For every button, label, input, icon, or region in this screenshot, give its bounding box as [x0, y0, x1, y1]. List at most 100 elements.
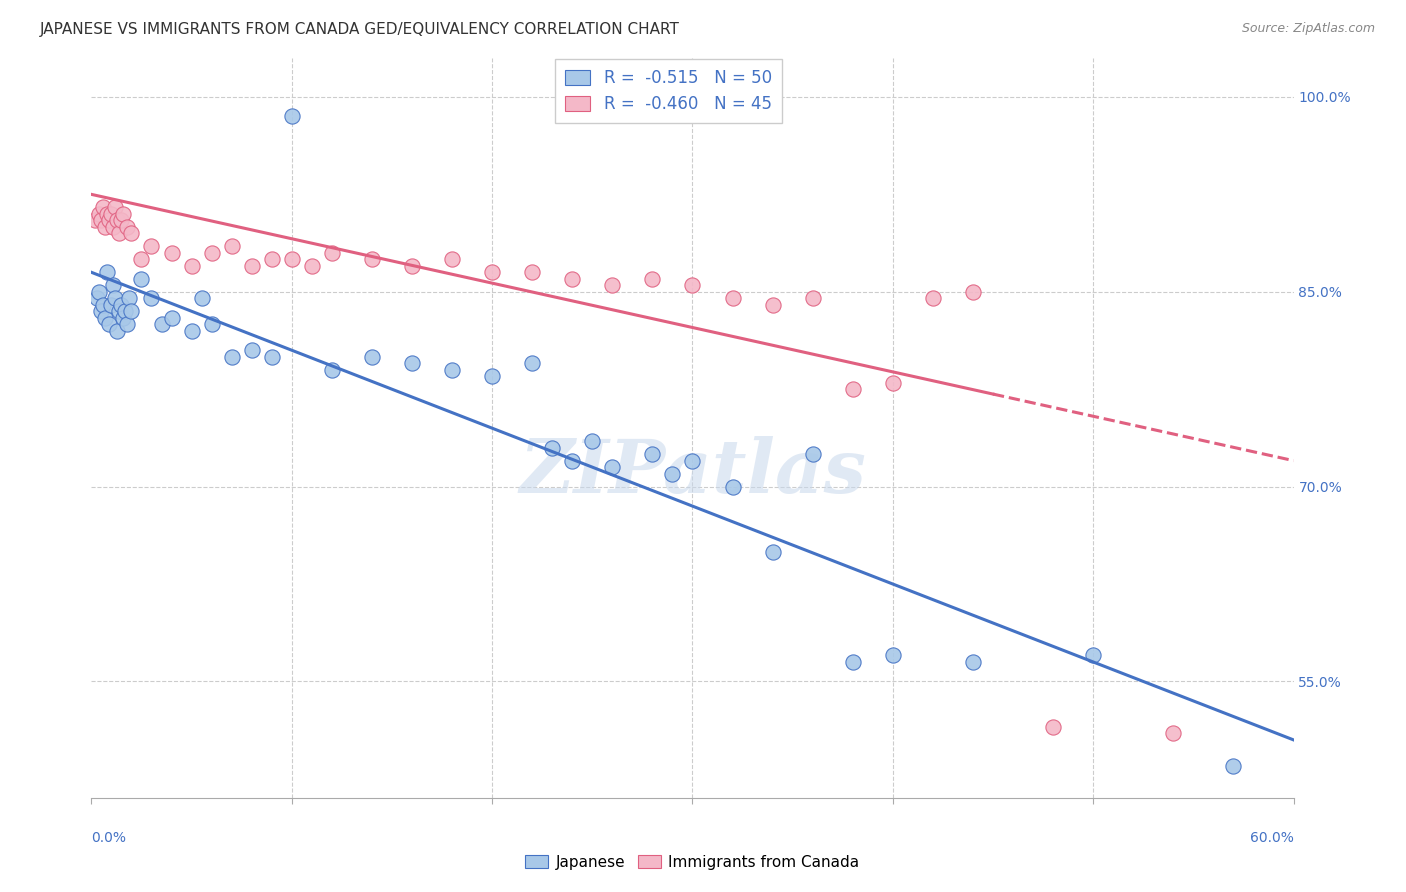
Point: [360, 252, 382, 267]
Point: [260, 252, 283, 267]
Point: [882, 648, 904, 663]
Point: [481, 369, 503, 384]
Point: [93, 200, 115, 214]
Point: [1042, 720, 1064, 734]
Point: [602, 460, 624, 475]
Point: [114, 304, 136, 318]
Point: [160, 310, 183, 325]
Point: [541, 441, 564, 455]
Point: [112, 207, 135, 221]
Point: [110, 213, 132, 227]
Point: [90, 304, 112, 318]
Point: [89, 207, 111, 221]
Point: [98, 318, 121, 332]
Point: [561, 453, 583, 467]
Point: [260, 350, 283, 364]
Point: [84, 213, 107, 227]
Point: [301, 259, 323, 273]
Text: 0.0%: 0.0%: [91, 831, 127, 846]
Point: [160, 245, 183, 260]
Point: [481, 265, 503, 279]
Point: [180, 324, 202, 338]
Text: ZIPatlas: ZIPatlas: [519, 436, 866, 508]
Point: [602, 278, 624, 293]
Point: [360, 350, 382, 364]
Point: [107, 324, 129, 338]
Point: [141, 239, 163, 253]
Point: [117, 219, 139, 234]
Text: JAPANESE VS IMMIGRANTS FROM CANADA GED/EQUIVALENCY CORRELATION CHART: JAPANESE VS IMMIGRANTS FROM CANADA GED/E…: [39, 22, 679, 37]
Point: [117, 318, 139, 332]
Point: [201, 245, 224, 260]
Point: [561, 272, 583, 286]
Point: [321, 245, 343, 260]
Point: [581, 434, 603, 449]
Point: [801, 447, 824, 461]
Point: [100, 298, 122, 312]
Point: [401, 259, 423, 273]
Point: [641, 272, 664, 286]
Point: [108, 227, 131, 241]
Point: [281, 252, 304, 267]
Point: [841, 382, 863, 396]
Point: [441, 362, 464, 376]
Point: [118, 291, 141, 305]
Point: [121, 227, 143, 241]
Point: [201, 318, 224, 332]
Point: [661, 467, 683, 481]
Point: [441, 252, 464, 267]
Legend: R =  -0.515   N = 50, R =  -0.460   N = 45: R = -0.515 N = 50, R = -0.460 N = 45: [555, 59, 782, 123]
Point: [321, 362, 343, 376]
Point: [121, 304, 143, 318]
Point: [721, 291, 744, 305]
Point: [104, 291, 127, 305]
Point: [108, 304, 131, 318]
Point: [150, 318, 173, 332]
Point: [100, 207, 122, 221]
Point: [93, 298, 115, 312]
Point: [801, 291, 824, 305]
Point: [221, 239, 243, 253]
Point: [90, 213, 112, 227]
Point: [681, 278, 703, 293]
Text: 60.0%: 60.0%: [1250, 831, 1294, 846]
Point: [401, 356, 423, 370]
Point: [281, 110, 304, 124]
Point: [190, 291, 212, 305]
Point: [221, 350, 243, 364]
Point: [131, 252, 153, 267]
Point: [520, 356, 543, 370]
Point: [962, 285, 984, 299]
Point: [96, 265, 118, 279]
Text: Source: ZipAtlas.com: Source: ZipAtlas.com: [1241, 22, 1375, 36]
Point: [721, 480, 744, 494]
Point: [98, 213, 121, 227]
Point: [240, 259, 263, 273]
Point: [94, 310, 117, 325]
Point: [86, 291, 108, 305]
Point: [94, 219, 117, 234]
Point: [1161, 726, 1184, 740]
Point: [104, 200, 127, 214]
Point: [962, 655, 984, 669]
Point: [103, 278, 125, 293]
Point: [112, 310, 135, 325]
Point: [96, 207, 118, 221]
Point: [107, 213, 129, 227]
Point: [141, 291, 163, 305]
Point: [841, 655, 863, 669]
Point: [180, 259, 202, 273]
Point: [1083, 648, 1105, 663]
Point: [1222, 759, 1244, 773]
Point: [922, 291, 945, 305]
Point: [110, 298, 132, 312]
Point: [520, 265, 543, 279]
Point: [89, 285, 111, 299]
Point: [762, 298, 785, 312]
Point: [131, 272, 153, 286]
Point: [762, 544, 785, 558]
Point: [103, 219, 125, 234]
Point: [681, 453, 703, 467]
Point: [641, 447, 664, 461]
Point: [240, 343, 263, 358]
